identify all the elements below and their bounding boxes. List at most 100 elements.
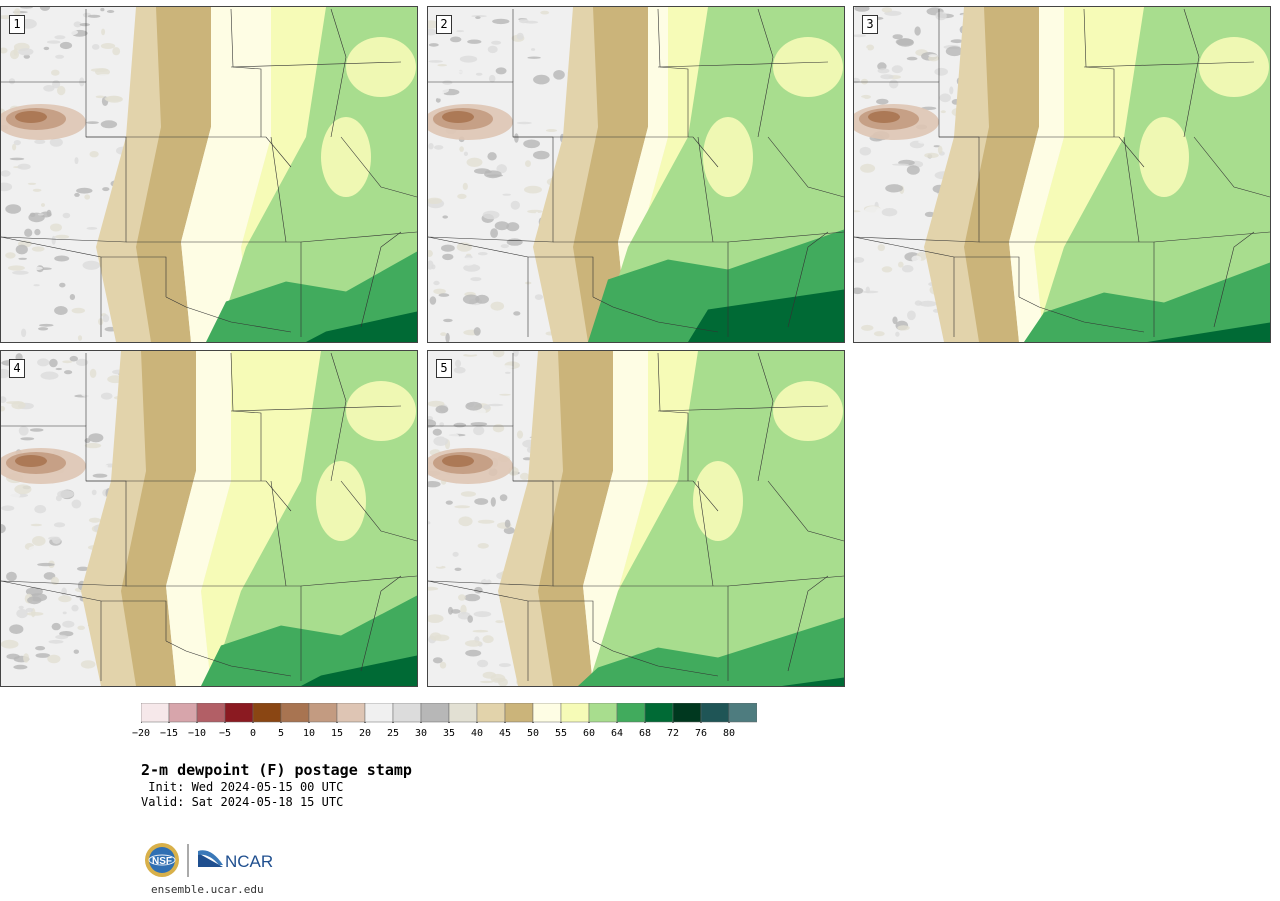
field-speckle [37,562,55,567]
colorbar-tick-label: 10 [302,728,316,739]
field-speckle [854,46,868,53]
field-speckle [491,40,502,45]
field-speckle [5,204,22,214]
field-speckle [433,634,450,642]
stamp-panel-1[interactable]: 1 [0,6,418,343]
field-speckle [473,611,492,618]
field-speckle [20,7,33,9]
field-region [166,351,251,686]
field-speckle [1,524,6,534]
state-border [767,136,844,198]
field-speckle [504,519,511,528]
field-speckle [32,188,42,192]
field-speckle [432,657,443,664]
field-speckle [46,40,61,44]
field-speckle [86,227,98,230]
state-border [1,236,102,258]
field-region [1199,37,1269,97]
field-speckle [865,286,870,294]
field-speckle [513,311,521,316]
field-speckle [476,487,488,494]
field-speckle [428,481,441,488]
field-speckle [432,428,442,436]
field-speckle [59,41,73,50]
field-speckle [454,505,471,509]
field-speckle [33,284,40,287]
colorbar-tick-label: 15 [330,728,344,739]
field-speckle [534,211,540,221]
field-speckle [918,93,928,97]
field-speckle [450,36,462,43]
field-region [201,351,341,686]
field-speckle [436,158,454,164]
stamp-panel-2[interactable]: 2 [427,6,845,343]
state-border [697,480,714,587]
svg-text:NSF: NSF [152,856,172,867]
state-border [230,352,262,481]
field-speckle [533,150,550,160]
field-speckle [854,34,867,38]
nsf-ncar-logo: NSF NCAR [145,843,273,877]
colorbar-tick-label: −5 [218,728,232,739]
field-speckle [448,606,453,615]
field-speckle [29,428,44,432]
stamp-panel-4[interactable]: 4 [0,350,418,687]
colorbar-swatch [728,703,757,723]
state-border [101,256,167,297]
state-border [854,236,955,258]
website-link[interactable]: ensemble.ucar.edu [151,883,264,896]
field-speckle [951,7,964,14]
field-speckle [54,306,68,315]
field-speckle [41,203,45,207]
field-speckle [490,673,506,683]
state-border [270,480,287,587]
field-speckle [40,211,52,218]
field-speckle [475,16,481,19]
colorbar-swatch [420,703,450,723]
state-border [340,136,417,198]
state-border [101,600,167,641]
state-border [592,640,719,677]
field-speckle [854,20,858,27]
field-speckle [57,267,64,277]
field-speckle [854,210,861,213]
field-speckle [503,651,511,656]
field-region [868,111,900,123]
field-speckle [506,148,514,159]
field-speckle [429,296,437,305]
field-speckle [881,7,893,13]
field-speckle [428,586,439,591]
stamp-panel-5[interactable]: 5 [427,350,845,687]
field-speckle [51,69,60,76]
field-speckle [441,240,459,246]
field-speckle [433,436,448,446]
field-speckle [25,607,34,613]
field-speckle [895,331,900,337]
field-speckle [506,238,523,246]
colorbar-tick-label: 72 [666,728,680,739]
state-border [360,231,402,328]
stamp-panel-3[interactable]: 3 [853,6,1271,343]
field-speckle [428,143,434,150]
field-speckle [51,235,56,245]
field-speckle [18,48,34,56]
colorbar-tick-label: 55 [554,728,568,739]
field-speckle [456,242,473,252]
field-speckle [461,257,476,266]
field-speckle [454,359,462,368]
colorbar-tick-label: −15 [159,728,179,739]
field-speckle [919,300,937,307]
field-speckle [881,266,893,273]
field-speckle [21,328,27,338]
field-speckle [492,18,510,25]
field-speckle [888,101,904,104]
field-speckle [927,332,945,342]
field-speckle [490,497,496,507]
field-speckle [73,21,82,28]
field-speckle [89,151,99,158]
state-border [1083,8,1115,137]
field-speckle [533,74,550,85]
field-speckle [87,14,101,18]
field-region [15,455,47,467]
field-speckle [433,288,446,295]
